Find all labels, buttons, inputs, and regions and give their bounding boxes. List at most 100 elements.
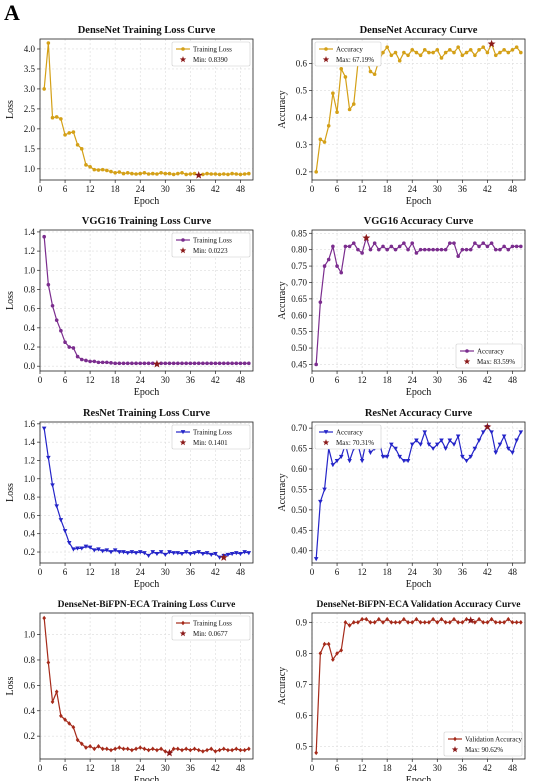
data-point — [502, 620, 506, 625]
legend-best-label: Min: 0.0677 — [193, 630, 228, 638]
x-axis-label: Epoch — [406, 196, 432, 207]
data-point — [75, 143, 80, 147]
chart-title: VGG16 Accuracy Curve — [364, 216, 474, 227]
data-point — [489, 241, 494, 245]
data-point — [226, 361, 230, 366]
legend-marker — [181, 47, 185, 51]
data-point — [418, 442, 423, 447]
legend-marker — [323, 430, 329, 435]
data-point — [401, 458, 407, 464]
x-tick-label: 6 — [63, 375, 68, 385]
x-tick-label: 0 — [38, 375, 43, 385]
data-point — [385, 45, 389, 49]
data-point — [322, 264, 327, 268]
y-tick-label: 1.0 — [24, 164, 36, 174]
x-tick-label: 48 — [508, 567, 518, 577]
data-point — [230, 171, 234, 176]
data-point — [137, 550, 143, 555]
legend-best-label: Max: 83.59% — [477, 358, 515, 366]
y-axis-label: Loss — [5, 100, 16, 119]
data-point — [372, 241, 377, 245]
y-tick-label: 0.6 — [24, 680, 36, 690]
data-point — [130, 747, 134, 753]
data-point — [163, 361, 168, 366]
legend-marker — [324, 47, 328, 51]
data-point — [473, 241, 477, 245]
data-point — [334, 458, 340, 464]
x-tick-label: 48 — [508, 763, 518, 773]
data-point — [188, 552, 193, 557]
y-tick-label: 0.70 — [291, 423, 307, 433]
legend-box — [171, 424, 251, 450]
data-point — [167, 361, 172, 366]
y-tick-label: 1.4 — [24, 437, 36, 447]
legend: Training Loss Min: 0.0677 — [171, 615, 251, 641]
data-point — [427, 50, 431, 55]
data-point — [368, 247, 373, 252]
y-tick-label: 1.5 — [24, 144, 36, 154]
data-point — [88, 744, 92, 749]
x-tick-label: 48 — [508, 184, 518, 194]
data-point — [109, 169, 113, 174]
data-point — [322, 140, 327, 144]
data-point — [225, 552, 231, 558]
data-point — [242, 747, 247, 753]
legend-series-label: Training Loss — [193, 429, 232, 437]
data-point — [326, 257, 331, 262]
chart-title: VGG16 Training Loss Curve — [82, 216, 212, 227]
y-tick-label: 0.6 — [24, 304, 36, 314]
data-point — [175, 746, 180, 752]
legend-star-icon — [322, 439, 330, 446]
x-tick-label: 12 — [358, 184, 367, 194]
x-tick-label: 6 — [335, 184, 340, 194]
x-tick-label: 18 — [111, 375, 121, 385]
data-point — [213, 749, 218, 754]
data-point — [221, 361, 226, 366]
chart-panel-6: ResNet Accuracy Curve 0 6 12 18 24 30 36 42 48 0.4… — [277, 408, 526, 590]
data-point — [234, 172, 239, 176]
best-point-star — [194, 171, 203, 179]
y-tick-label: 0.75 — [291, 261, 307, 271]
data-point — [105, 168, 109, 173]
data-point — [163, 749, 168, 754]
y-tick-label: 0.4 — [24, 323, 36, 333]
data-point — [171, 172, 176, 177]
legend-box — [171, 232, 251, 258]
y-axis-label: Loss — [5, 676, 16, 695]
data-point — [88, 165, 92, 169]
chart-title: DenseNet Accuracy Curve — [360, 25, 478, 36]
data-point — [46, 660, 51, 665]
data-point — [233, 551, 239, 556]
data-point — [121, 171, 126, 176]
data-point — [42, 234, 46, 239]
plot-frame — [39, 612, 254, 760]
legend-marker — [181, 238, 185, 242]
data-point — [314, 750, 319, 756]
y-tick-label: 0.65 — [291, 444, 307, 454]
data-point — [485, 244, 490, 249]
data-point — [154, 552, 160, 557]
data-point — [54, 115, 59, 119]
data-point — [171, 551, 176, 556]
x-tick-label: 42 — [211, 567, 220, 577]
data-point — [180, 747, 184, 753]
x-tick-label: 48 — [508, 375, 518, 385]
data-point — [242, 550, 247, 555]
data-point — [402, 241, 406, 245]
data-point — [368, 620, 373, 625]
data-point — [397, 58, 402, 63]
x-tick-label: 30 — [433, 375, 443, 385]
data-point — [451, 442, 457, 447]
data-point — [162, 552, 168, 558]
data-point — [217, 172, 222, 177]
data-point — [113, 361, 117, 366]
x-tick-label: 0 — [38, 184, 43, 194]
data-point — [339, 67, 344, 71]
data-point — [377, 247, 381, 252]
data-point — [343, 244, 348, 249]
y-tick-label: 0.2 — [296, 167, 307, 177]
data-point — [418, 53, 423, 58]
data-point — [84, 358, 88, 363]
data-point — [505, 446, 511, 451]
legend: Accuracy Max: 70.31% — [314, 424, 382, 450]
